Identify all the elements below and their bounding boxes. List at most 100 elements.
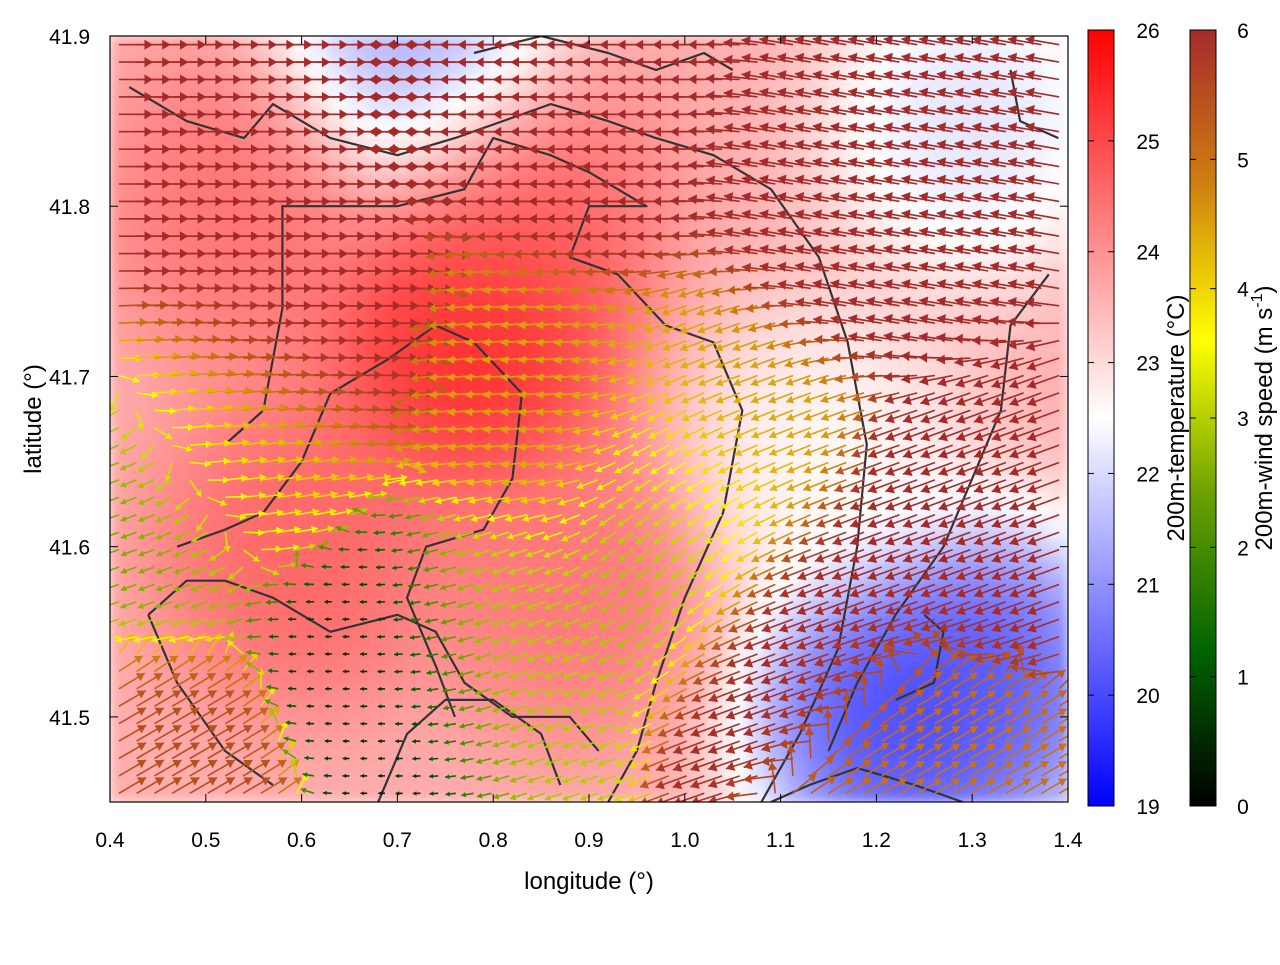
temperature-cell bbox=[109, 741, 131, 763]
temperature-cell bbox=[1047, 176, 1069, 198]
temperature-cell bbox=[368, 680, 390, 702]
temperature-cell bbox=[349, 599, 371, 621]
temperature-cell bbox=[209, 116, 231, 138]
temperature-cell bbox=[927, 378, 949, 400]
temperature-cell bbox=[109, 599, 131, 621]
temperature-cell bbox=[1007, 458, 1029, 480]
colorbar-tick-label: 21 bbox=[1136, 574, 1159, 597]
temperature-cell bbox=[309, 579, 331, 601]
temperature-cell bbox=[1047, 398, 1069, 420]
temperature-cell bbox=[508, 176, 530, 198]
temperature-cell bbox=[289, 358, 311, 380]
colorbar-tick-label: 5 bbox=[1237, 149, 1249, 172]
temperature-cell bbox=[329, 418, 351, 440]
temperature-cell bbox=[289, 680, 311, 702]
temperature-cell bbox=[528, 559, 550, 581]
temperature-cell bbox=[149, 176, 171, 198]
temperature-cell bbox=[169, 216, 191, 238]
temperature-cell bbox=[1047, 579, 1069, 601]
temperature-cell bbox=[468, 660, 490, 682]
temperature-cell bbox=[109, 761, 131, 783]
temperature-cell bbox=[448, 761, 470, 783]
colorbar-tick-label: 23 bbox=[1136, 353, 1159, 376]
temperature-cell bbox=[309, 499, 331, 521]
temperature-cell bbox=[588, 720, 610, 742]
temperature-cell bbox=[548, 176, 570, 198]
temperature-cell bbox=[329, 579, 351, 601]
temperature-cell bbox=[408, 781, 430, 803]
colorbar-tick-label: 25 bbox=[1136, 131, 1159, 154]
temperature-cell bbox=[129, 55, 151, 77]
temperature-cell bbox=[548, 317, 570, 339]
temperature-cell bbox=[289, 378, 311, 400]
temperature-cell bbox=[608, 599, 630, 621]
temperature-cell bbox=[349, 680, 371, 702]
temperature-cell bbox=[608, 438, 630, 460]
temperature-cell bbox=[289, 700, 311, 722]
temperature-cell bbox=[109, 257, 131, 279]
temperature-cell bbox=[169, 579, 191, 601]
temperature-cell bbox=[508, 257, 530, 279]
temperature-cell bbox=[608, 237, 630, 259]
temperature-cell bbox=[309, 55, 331, 77]
temperature-cell bbox=[528, 660, 550, 682]
colorbar-tick-label: 20 bbox=[1136, 685, 1159, 708]
temperature-cell bbox=[528, 176, 550, 198]
temperature-cell bbox=[109, 216, 131, 238]
temperature-cell bbox=[388, 257, 410, 279]
temperature-cell bbox=[408, 741, 430, 763]
temperature-cell bbox=[129, 358, 151, 380]
temperature-cell bbox=[388, 237, 410, 259]
temperature-cell bbox=[368, 579, 390, 601]
temperature-cell bbox=[149, 55, 171, 77]
temperature-cell bbox=[329, 781, 351, 803]
temperature-cell bbox=[109, 75, 131, 97]
temperature-cell bbox=[488, 660, 510, 682]
temperature-cell bbox=[468, 559, 490, 581]
temperature-cell bbox=[1047, 237, 1069, 259]
temperature-cell bbox=[648, 579, 670, 601]
temperature-cell bbox=[209, 297, 231, 319]
temperature-cell bbox=[448, 398, 470, 420]
x-tick-label: 0.8 bbox=[479, 829, 508, 852]
temperature-cell bbox=[349, 579, 371, 601]
temperature-cell bbox=[109, 378, 131, 400]
temperature-cell bbox=[847, 156, 869, 178]
temperature-cell bbox=[368, 55, 390, 77]
colorbar-tick-label: 19 bbox=[1136, 796, 1159, 819]
temperature-cell bbox=[708, 257, 730, 279]
temperature-cell bbox=[568, 680, 590, 702]
y-axis-label: latitude (°) bbox=[20, 364, 47, 474]
temperature-cell bbox=[528, 196, 550, 218]
colorbar-tick-label: 2 bbox=[1237, 537, 1249, 560]
temperature-cell bbox=[169, 136, 191, 158]
temperature-cell bbox=[209, 257, 231, 279]
temperature-cell bbox=[828, 438, 850, 460]
temperature-cell bbox=[149, 358, 171, 380]
temperature-cell bbox=[329, 700, 351, 722]
temperature-cell bbox=[229, 176, 251, 198]
temperature-cell bbox=[229, 136, 251, 158]
temperature-cell bbox=[1047, 418, 1069, 440]
temperature-cell bbox=[588, 398, 610, 420]
temperature-cell bbox=[548, 257, 570, 279]
temperature-cell bbox=[309, 237, 331, 259]
temperature-cell bbox=[508, 317, 530, 339]
temperature-cell bbox=[628, 720, 650, 742]
temperature-cell bbox=[329, 257, 351, 279]
temperature-cell bbox=[289, 640, 311, 662]
temperature-cell bbox=[289, 257, 311, 279]
temperature-cell bbox=[448, 35, 470, 57]
temperature-cell bbox=[448, 539, 470, 561]
temperature-cell bbox=[349, 559, 371, 581]
temperature-cell bbox=[468, 55, 490, 77]
temperature-cell bbox=[588, 599, 610, 621]
temperature-cell bbox=[1047, 438, 1069, 460]
temperature-cell bbox=[209, 358, 231, 380]
temperature-cell bbox=[209, 519, 231, 541]
x-tick-label: 1.0 bbox=[670, 829, 699, 852]
temperature-cell bbox=[708, 237, 730, 259]
